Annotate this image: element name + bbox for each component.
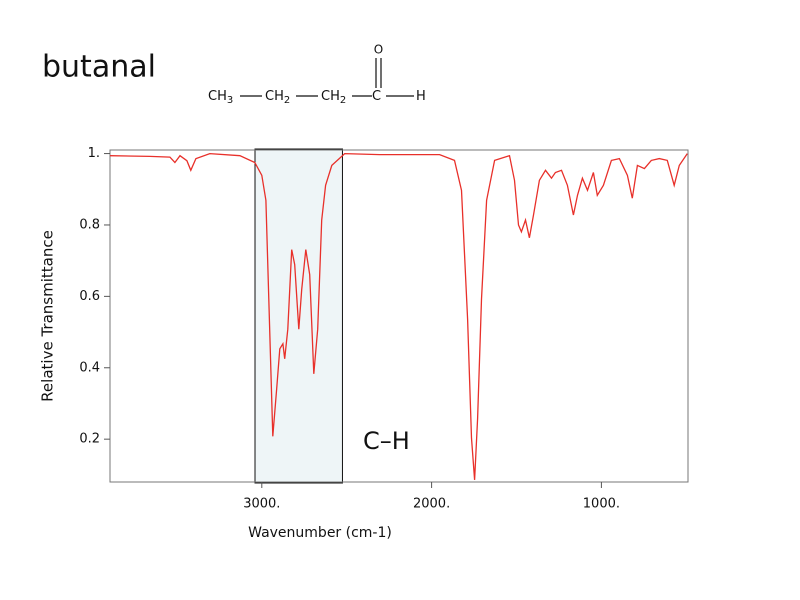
y-axis-label: Relative Transmittance bbox=[39, 230, 57, 402]
formula-group: H bbox=[416, 89, 426, 104]
formula-bonds bbox=[240, 58, 414, 97]
annotation: C–H bbox=[363, 427, 410, 455]
y-tick-label: 1. bbox=[88, 146, 100, 161]
spectrum-line bbox=[109, 152, 688, 480]
formula-group: C bbox=[372, 89, 381, 104]
x-axis-label: Wavenumber (cm-1) bbox=[248, 525, 392, 541]
formula-atom: CH bbox=[265, 89, 284, 104]
formula-subscript: 2 bbox=[284, 95, 290, 106]
y-tick-label: 0.2 bbox=[79, 432, 100, 447]
x-tick-label: 1000. bbox=[583, 497, 620, 512]
formula-group: CH2 bbox=[321, 89, 346, 107]
highlight-region bbox=[254, 148, 343, 484]
formula-group: CH2 bbox=[265, 89, 290, 107]
formula-atom: CH bbox=[321, 89, 340, 104]
formula-group: CH3 bbox=[208, 89, 233, 107]
formula-atom: CH bbox=[208, 89, 227, 104]
x-tick-label: 3000. bbox=[243, 497, 280, 512]
y-tick-label: 0.6 bbox=[79, 289, 100, 304]
chart-title: butanal bbox=[42, 50, 156, 85]
plot-frame bbox=[109, 149, 689, 483]
y-tick-label: 0.8 bbox=[79, 217, 100, 232]
y-tick-label: 0.4 bbox=[79, 360, 100, 375]
formula-atom: H bbox=[416, 89, 426, 104]
formula-oxygen: O bbox=[374, 43, 383, 57]
formula-subscript: 2 bbox=[340, 95, 346, 106]
formula-atom: C bbox=[372, 89, 381, 104]
x-tick-label: 2000. bbox=[413, 497, 450, 512]
formula-subscript: 3 bbox=[227, 95, 233, 106]
